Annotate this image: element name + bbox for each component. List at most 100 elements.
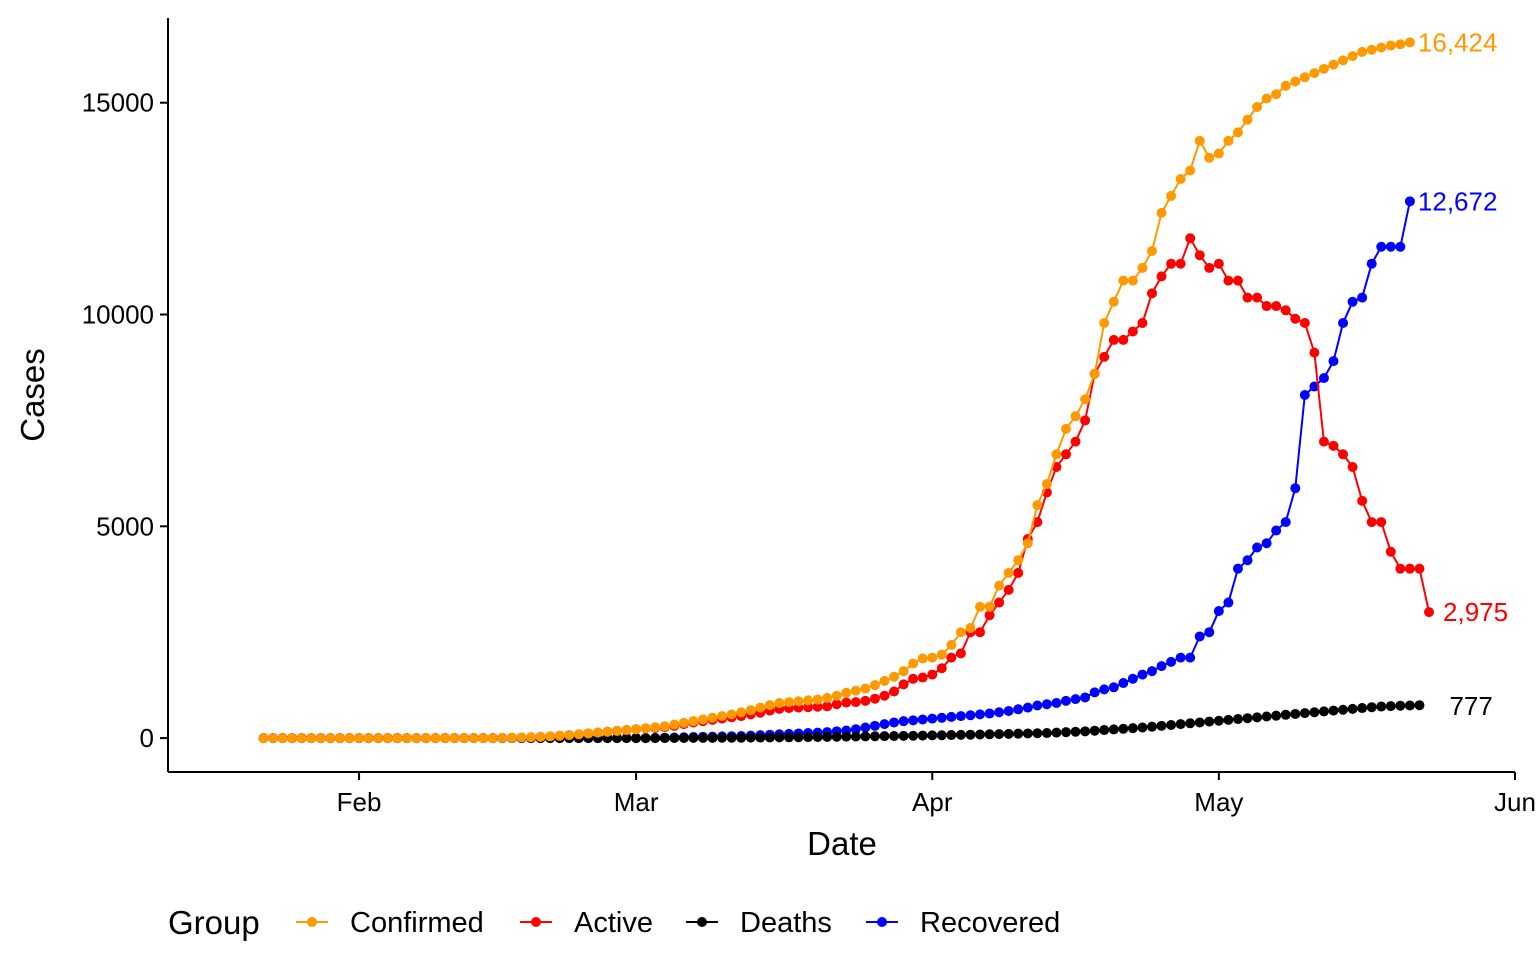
data-point xyxy=(1137,262,1148,273)
data-point xyxy=(736,707,747,718)
data-point xyxy=(1252,542,1263,553)
data-point xyxy=(1338,704,1349,715)
data-point xyxy=(497,732,508,743)
data-point xyxy=(783,697,794,708)
data-point xyxy=(1347,296,1358,307)
data-point xyxy=(917,714,928,725)
data-point xyxy=(1385,701,1396,712)
end-label-deaths: 777 xyxy=(1449,691,1492,721)
data-point xyxy=(1089,368,1100,379)
data-point xyxy=(946,730,957,741)
data-point xyxy=(382,733,393,744)
data-point xyxy=(946,639,957,650)
data-point xyxy=(1070,436,1081,447)
data-point xyxy=(430,733,441,744)
data-point xyxy=(1290,708,1301,719)
plot-area: 0 5000 10000 15000 Feb Mar Apr May Jun 16,424 2,… xyxy=(82,18,1536,817)
data-point xyxy=(640,733,651,744)
data-point xyxy=(1338,55,1349,66)
data-point xyxy=(822,701,833,712)
data-point xyxy=(1271,710,1282,721)
data-point xyxy=(917,672,928,683)
data-point xyxy=(459,733,470,744)
data-point xyxy=(879,675,890,686)
data-point xyxy=(879,690,890,701)
data-point xyxy=(363,733,374,744)
data-point xyxy=(1146,245,1157,256)
data-point xyxy=(1099,351,1110,362)
data-point xyxy=(1175,719,1186,730)
data-point xyxy=(889,717,900,728)
data-point xyxy=(1089,725,1100,736)
data-point xyxy=(545,731,556,742)
data-point xyxy=(879,719,890,730)
data-point xyxy=(879,731,890,742)
data-point xyxy=(984,610,995,621)
data-point xyxy=(1022,538,1033,549)
data-point xyxy=(1414,563,1425,574)
data-point xyxy=(812,701,823,712)
data-point xyxy=(688,732,699,743)
data-point xyxy=(850,724,861,735)
y-tick-label: 10000 xyxy=(82,300,154,330)
data-point xyxy=(612,733,622,744)
data-point xyxy=(1213,148,1224,159)
data-point xyxy=(812,732,823,743)
data-point xyxy=(1022,702,1033,713)
data-point xyxy=(1299,72,1310,83)
data-point xyxy=(1357,703,1368,714)
data-point xyxy=(755,702,766,713)
data-point xyxy=(650,733,661,744)
data-point xyxy=(506,732,517,743)
data-point xyxy=(1080,726,1091,737)
data-point xyxy=(1013,728,1024,739)
data-point xyxy=(1232,563,1243,574)
x-tick-label: Jun xyxy=(1494,787,1536,817)
data-point xyxy=(1166,656,1177,667)
data-point xyxy=(1328,440,1339,451)
data-point xyxy=(1280,305,1291,316)
data-point xyxy=(1146,721,1157,732)
data-point xyxy=(774,697,785,708)
legend-item-deaths: Deaths xyxy=(686,907,832,939)
y-tick-label: 15000 xyxy=(82,88,154,118)
data-point xyxy=(1252,292,1263,303)
data-point xyxy=(936,649,947,660)
data-point xyxy=(764,732,775,743)
data-point xyxy=(745,732,756,743)
end-label-confirmed: 16,424 xyxy=(1418,27,1498,57)
data-point xyxy=(1213,715,1224,726)
data-point xyxy=(1003,728,1014,739)
data-point xyxy=(1242,292,1253,303)
data-point xyxy=(659,733,670,744)
data-point xyxy=(1242,555,1253,566)
data-point xyxy=(1328,59,1339,70)
data-point xyxy=(669,719,680,730)
data-point xyxy=(1357,495,1368,506)
data-point xyxy=(889,686,900,697)
data-point xyxy=(1309,347,1320,358)
data-point xyxy=(1156,661,1167,672)
data-point xyxy=(1338,317,1349,328)
data-point xyxy=(869,731,880,742)
data-point xyxy=(1347,462,1358,473)
data-point xyxy=(955,729,966,740)
data-point xyxy=(1261,538,1272,549)
data-point xyxy=(917,730,928,741)
data-point xyxy=(1080,394,1091,405)
data-point xyxy=(1347,51,1358,62)
data-point xyxy=(1204,262,1215,273)
data-point xyxy=(1404,563,1415,574)
data-point xyxy=(831,731,842,742)
data-point xyxy=(1146,288,1157,299)
data-point xyxy=(841,687,852,698)
data-point xyxy=(908,658,919,669)
data-point xyxy=(287,733,298,744)
data-point xyxy=(631,724,642,735)
data-point xyxy=(535,731,546,742)
data-point xyxy=(955,627,966,638)
data-point xyxy=(334,733,345,744)
data-point xyxy=(1232,714,1243,725)
data-point xyxy=(1185,233,1196,244)
data-point xyxy=(1318,706,1329,717)
